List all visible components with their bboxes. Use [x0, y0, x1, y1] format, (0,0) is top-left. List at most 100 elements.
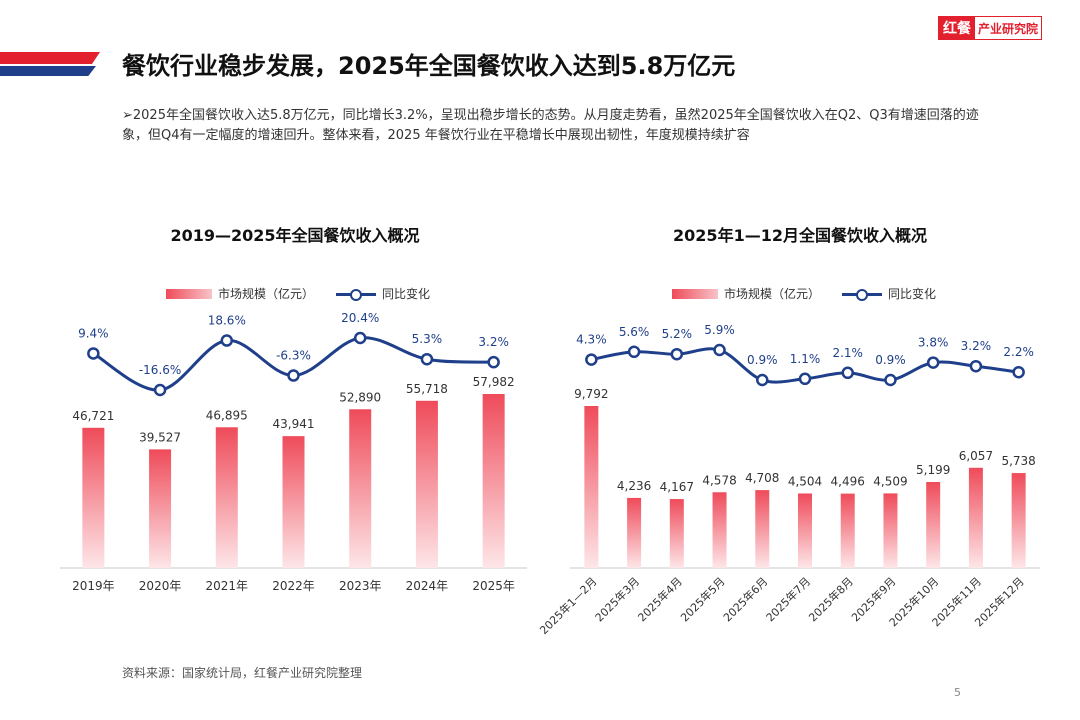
- yoy-label: -6.3%: [276, 349, 311, 363]
- bar: [349, 409, 372, 568]
- x-tick-label: 2024年: [406, 579, 449, 593]
- chart-monthly: 9,792 2025年1—2月 4,236 2025年3月 4,167 2025年4月 4,…: [537, 323, 1040, 637]
- yoy-label: 2.1%: [832, 346, 863, 360]
- bar-value-label: 6,057: [959, 449, 993, 463]
- x-tick-label: 2020年: [139, 579, 182, 593]
- yoy-point: [87, 347, 100, 360]
- x-tick-label: 2025年4月: [635, 574, 685, 624]
- yoy-label: -16.6%: [139, 363, 181, 377]
- x-tick-label: 2025年7月: [763, 574, 813, 624]
- x-tick-label: 2025年6月: [720, 574, 770, 624]
- bar: [669, 499, 684, 568]
- bar-value-label: 4,167: [660, 480, 694, 494]
- legend-annual: 市场规模（亿元） 同比变化: [166, 285, 430, 302]
- yoy-label: 20.4%: [341, 311, 379, 325]
- yoy-label: 4.3%: [576, 333, 607, 347]
- bar-value-label: 4,496: [831, 475, 865, 489]
- bar-value-label: 9,792: [574, 387, 608, 401]
- yoy-point: [153, 383, 167, 397]
- bar-value-label: 52,890: [339, 390, 381, 404]
- chart-annual: 46,721 2019年 39,527 2020年 46,895 2021年 43,941 2…: [60, 311, 527, 593]
- yoy-label: 0.9%: [747, 353, 778, 367]
- yoy-point: [969, 359, 983, 373]
- bar-value-label: 46,895: [206, 408, 248, 422]
- yoy-point: [627, 345, 641, 359]
- yoy-point: [287, 369, 300, 382]
- yoy-point: [420, 352, 434, 366]
- bar: [1011, 473, 1026, 568]
- bar-value-label: 4,708: [745, 471, 779, 485]
- x-tick-label: 2025年: [472, 579, 515, 593]
- bar: [712, 492, 727, 568]
- chart-title-annual: 2019—2025年全国餐饮收入概况: [170, 226, 420, 245]
- yoy-label: 3.2%: [478, 335, 509, 349]
- bar: [798, 493, 812, 568]
- bar: [215, 427, 238, 568]
- yoy-label: 2.2%: [1003, 345, 1034, 359]
- yoy-label: 1.1%: [790, 352, 821, 366]
- yoy-label: 0.9%: [875, 353, 906, 367]
- yoy-point: [798, 372, 812, 386]
- yoy-point: [713, 343, 726, 357]
- bar-value-label: 4,504: [788, 474, 822, 488]
- legend-bar-label: 市场规模（亿元）: [724, 287, 821, 301]
- yoy-label: 5.9%: [704, 323, 735, 337]
- bar: [968, 467, 983, 568]
- source-note: 资料来源：国家统计局，红餐产业研究院整理: [122, 666, 363, 680]
- legend-bar-swatch: [672, 288, 718, 299]
- bar-value-label: 4,578: [702, 473, 736, 487]
- bar-value-label: 5,199: [916, 463, 950, 477]
- yoy-point: [487, 355, 500, 369]
- bar-value-label: 57,982: [473, 375, 515, 389]
- yoy-point: [1012, 365, 1025, 379]
- legend-line-swatch: [842, 288, 883, 301]
- bar-value-label: 4,236: [617, 479, 651, 493]
- bar: [482, 394, 505, 568]
- yoy-point: [926, 356, 940, 369]
- page-number: 5: [954, 686, 961, 699]
- yoy-point: [884, 373, 897, 387]
- x-tick-label: 2025年5月: [677, 574, 727, 624]
- bar: [883, 493, 898, 568]
- yoy-point: [670, 347, 684, 361]
- bar: [149, 449, 172, 568]
- bar-value-label: 55,718: [406, 382, 448, 396]
- yoy-label: 5.6%: [619, 325, 650, 339]
- yoy-point: [841, 366, 854, 380]
- page-title: 餐饮行业稳步发展，2025年全国餐饮收入达到5.8万亿元: [122, 52, 736, 80]
- legend-line-label: 同比变化: [888, 287, 937, 301]
- bar-value-label: 5,738: [1001, 454, 1035, 468]
- yoy-label: 3.8%: [918, 336, 949, 350]
- bar: [755, 490, 770, 568]
- bar: [82, 427, 105, 568]
- yoy-point: [756, 373, 769, 387]
- bar: [415, 400, 438, 568]
- legend-bar-label: 市场规模（亿元）: [218, 287, 315, 301]
- yoy-point: [585, 353, 598, 366]
- title-accent-bar: [0, 52, 112, 80]
- bar-value-label: 46,721: [72, 409, 114, 423]
- yoy-label: 18.6%: [208, 314, 246, 328]
- logo-text: 产业研究院: [978, 21, 1039, 36]
- chart-title-monthly: 2025年1—12月全国餐饮收入概况: [673, 226, 927, 245]
- intro-paragraph: ➢2025年全国餐饮收入达5.8万亿元，同比增长3.2%，呈现出稳步增长的态势。…: [122, 108, 979, 143]
- x-tick-label: 2022年: [272, 579, 315, 593]
- bar: [584, 406, 599, 568]
- bar: [840, 493, 855, 568]
- legend-line-swatch: [336, 288, 377, 301]
- yoy-point: [220, 334, 234, 347]
- bar-value-label: 39,527: [139, 430, 181, 444]
- x-tick-label: 2023年: [339, 579, 382, 593]
- legend-line-label: 同比变化: [382, 287, 431, 301]
- x-tick-label: 2025年8月: [806, 574, 856, 624]
- brand-logo: 红餐 产业研究院: [938, 16, 1042, 40]
- legend-bar-swatch: [166, 288, 212, 299]
- bar: [282, 436, 305, 568]
- yoy-label: 3.2%: [961, 339, 992, 353]
- legend-monthly: 市场规模（亿元） 同比变化: [672, 285, 936, 302]
- bar-value-label: 43,941: [273, 417, 315, 431]
- yoy-label: 5.3%: [412, 332, 443, 346]
- yoy-label: 5.2%: [662, 327, 693, 341]
- logo-mark: 红餐: [939, 17, 975, 39]
